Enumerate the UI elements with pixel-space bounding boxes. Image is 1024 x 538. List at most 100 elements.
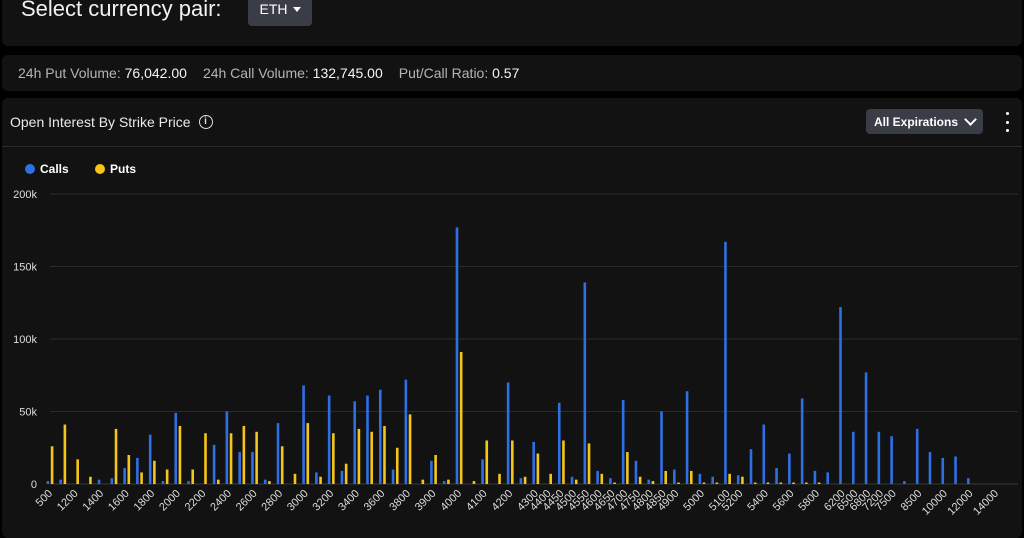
bar-puts-1600 xyxy=(127,455,131,484)
x-tick-label: 2200 xyxy=(183,488,209,514)
currency-pair-dropdown[interactable]: ETH xyxy=(248,0,312,26)
bar-calls-3600 xyxy=(378,389,382,484)
bar-calls-3000 xyxy=(302,385,305,484)
bar-calls-4900 xyxy=(673,469,676,484)
bar-puts-4950 xyxy=(689,470,693,484)
x-tick-label: 5800 xyxy=(796,488,822,514)
bar-calls-2600 xyxy=(251,452,254,484)
bar-calls-6500 xyxy=(851,431,855,484)
x-tick-label: 10000 xyxy=(920,488,950,518)
bar-calls-3400 xyxy=(353,401,357,484)
x-tick-label: 14000 xyxy=(971,488,1001,518)
bar-puts-3600 xyxy=(383,426,386,484)
bar-calls-5800 xyxy=(813,470,817,484)
bar-calls-4650 xyxy=(609,478,612,484)
x-tick-label: 4200 xyxy=(490,488,516,514)
x-tick-label: 1600 xyxy=(106,488,132,514)
bar-puts-4100 xyxy=(485,440,489,484)
expiration-dropdown[interactable]: All Expirations xyxy=(866,109,983,134)
bar-calls-4250 xyxy=(519,478,523,484)
bar-calls-4100 xyxy=(481,459,484,484)
info-icon[interactable]: i xyxy=(198,115,213,129)
bar-calls-5000 xyxy=(698,473,702,484)
bar-puts-5700 xyxy=(805,482,808,484)
x-tick-label: 3900 xyxy=(413,488,439,514)
bar-puts-2100 xyxy=(191,469,195,484)
y-tick-label: 200k xyxy=(13,189,37,201)
bar-puts-1500 xyxy=(114,428,118,484)
put-call-ratio-stat: Put/Call Ratio: 0.57 xyxy=(399,65,520,81)
legend-marker-puts xyxy=(95,164,105,174)
bar-calls-4600 xyxy=(596,470,599,484)
bar-calls-4300 xyxy=(532,441,535,484)
call-volume-stat: 24h Call Volume: 132,745.00 xyxy=(203,65,383,81)
bar-calls-1900 xyxy=(161,481,165,484)
put-call-ratio-value: 0.57 xyxy=(492,65,520,81)
x-tick-label: 12000 xyxy=(945,488,975,518)
bar-calls-5300 xyxy=(749,449,753,484)
bar-puts-3100 xyxy=(319,476,322,484)
bar-puts-4650 xyxy=(613,482,616,484)
bar-calls-3200 xyxy=(327,395,331,484)
bar-calls-5100 xyxy=(724,241,727,484)
x-tick-label: 5000 xyxy=(681,488,707,514)
bar-calls-1400 xyxy=(97,479,101,484)
bar-calls-2400 xyxy=(225,411,229,484)
bar-puts-4000 xyxy=(459,352,463,484)
bar-puts-4600 xyxy=(600,473,604,484)
bar-puts-500 xyxy=(50,446,54,484)
bar-puts-2300 xyxy=(216,479,220,484)
bar-puts-4900 xyxy=(677,482,680,484)
bar-puts-4300 xyxy=(536,453,540,484)
bar-calls-7500 xyxy=(890,436,893,484)
bar-puts-2500 xyxy=(242,426,246,484)
bar-calls-8000 xyxy=(903,481,906,484)
page-title: Select currency pair: xyxy=(21,0,222,21)
bar-calls-1800 xyxy=(148,434,152,484)
put-volume-value: 76,042.00 xyxy=(124,65,187,81)
call-volume-value: 132,745.00 xyxy=(312,65,383,81)
bar-puts-3700 xyxy=(395,447,399,484)
bar-calls-3900 xyxy=(430,460,433,484)
bar-puts-5500 xyxy=(779,482,783,484)
bar-calls-2700 xyxy=(263,479,267,484)
bar-puts-2700 xyxy=(268,481,271,484)
bar-calls-12000 xyxy=(967,478,970,484)
bar-calls-6800 xyxy=(864,372,868,484)
more-options-icon[interactable] xyxy=(998,112,1016,132)
bar-puts-1900 xyxy=(165,469,169,484)
bar-calls-6000 xyxy=(826,472,830,484)
bar-puts-4850 xyxy=(664,470,668,484)
bar-calls-5050 xyxy=(711,476,714,484)
bar-calls-11000 xyxy=(954,456,957,484)
bar-puts-5600 xyxy=(792,482,795,484)
legend-label-puts: Puts xyxy=(110,162,136,176)
bar-puts-3900 xyxy=(434,455,437,484)
bar-calls-2500 xyxy=(238,452,241,484)
y-tick-label: 50k xyxy=(19,407,37,419)
bar-puts-5400 xyxy=(766,482,770,484)
bar-puts-5200 xyxy=(741,476,744,484)
bar-puts-4550 xyxy=(587,443,591,484)
bar-calls-3950 xyxy=(442,481,446,484)
x-tick-label: 1400 xyxy=(80,488,106,514)
bar-puts-4250 xyxy=(523,476,527,484)
y-tick-label: 150k xyxy=(13,262,37,274)
bar-puts-1000 xyxy=(63,424,67,484)
bar-calls-1700 xyxy=(136,457,139,484)
bar-puts-5300 xyxy=(753,482,757,484)
bar-calls-1600 xyxy=(123,468,126,484)
bar-puts-4050 xyxy=(472,481,476,484)
bar-calls-4500 xyxy=(570,476,574,484)
bar-calls-5600 xyxy=(788,453,791,484)
bar-puts-2900 xyxy=(293,473,297,484)
x-tick-label: 3200 xyxy=(311,488,337,514)
bar-puts-3400 xyxy=(357,428,361,484)
legend-label-calls: Calls xyxy=(40,162,69,176)
bar-puts-4750 xyxy=(638,476,642,484)
bar-calls-3700 xyxy=(391,469,395,484)
bar-calls-2000 xyxy=(174,412,178,484)
open-interest-card: Open Interest By Strike Price i All Expi… xyxy=(2,98,1022,538)
x-tick-label: 2400 xyxy=(208,488,234,514)
bar-puts-2600 xyxy=(255,431,258,484)
